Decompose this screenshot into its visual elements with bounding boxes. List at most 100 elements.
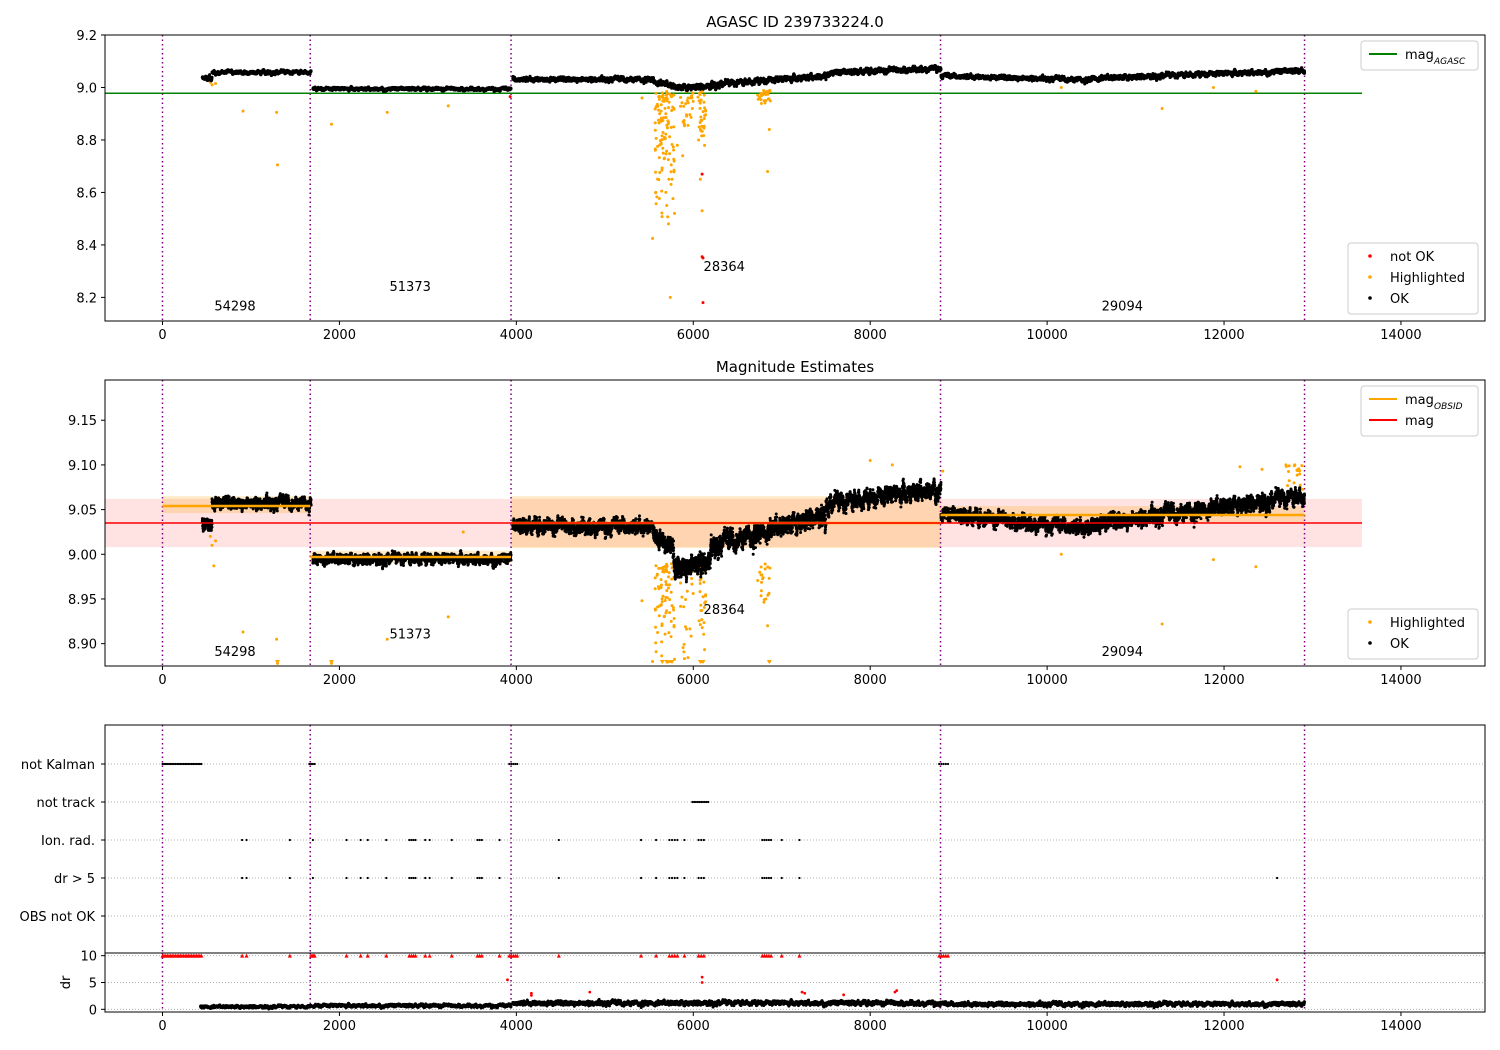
highlighted-point: [766, 92, 770, 96]
highlighted-point: [1160, 106, 1164, 110]
highlighted-point: [663, 106, 667, 110]
highlighted-point: [1211, 85, 1215, 89]
highlighted-point: [660, 211, 664, 215]
highlighted-point: [679, 104, 683, 108]
highlighted-point: [665, 149, 669, 153]
highlighted-point: [664, 190, 668, 194]
highlighted-point: [672, 159, 676, 163]
highlighted-point: [661, 151, 665, 155]
highlighted-point: [669, 125, 673, 129]
highlighted-point: [759, 102, 763, 106]
highlighted-point: [686, 96, 690, 100]
highlighted-point: [653, 121, 657, 125]
highlighted-point: [654, 170, 658, 174]
highlighted-point: [700, 129, 704, 133]
highlighted-point: [653, 128, 657, 132]
highlighted-point: [658, 112, 662, 116]
highlighted-point: [698, 120, 702, 124]
highlighted-point: [640, 96, 644, 100]
highlighted-point: [667, 106, 671, 110]
highlighted-point: [665, 89, 669, 93]
highlighted-point: [764, 99, 768, 103]
highlighted-point: [659, 109, 663, 113]
highlighted-point: [696, 95, 700, 99]
highlighted-point: [656, 144, 660, 148]
highlighted-point: [672, 125, 676, 129]
highlighted-point: [698, 106, 702, 110]
highlighted-point: [768, 99, 772, 103]
highlighted-point: [660, 134, 664, 138]
highlighted-point: [670, 177, 674, 181]
highlighted-point: [704, 109, 708, 113]
highlighted-point: [698, 93, 702, 97]
highlighted-point: [657, 121, 661, 125]
highlighted-point: [689, 115, 693, 119]
highlighted-point: [684, 102, 688, 106]
highlighted-point: [759, 98, 763, 102]
ok-point: [309, 69, 313, 73]
highlighted-point: [758, 95, 762, 99]
highlighted-point: [703, 113, 707, 117]
highlighted-point: [276, 163, 279, 167]
highlighted-point: [697, 138, 701, 142]
highlighted-point: [653, 148, 657, 152]
highlighted-point: [685, 99, 689, 103]
highlighted-point: [671, 145, 675, 149]
highlighted-point: [653, 107, 657, 111]
highlighted-point: [701, 125, 705, 129]
highlighted-point: [659, 138, 663, 142]
highlighted-point: [669, 170, 673, 174]
highlighted-point: [700, 209, 704, 213]
highlighted-point: [681, 154, 685, 158]
highlighted-point: [666, 120, 670, 124]
highlighted-point: [667, 222, 670, 226]
highlighted-point: [385, 110, 389, 114]
highlighted-point: [664, 115, 668, 119]
highlighted-point: [659, 142, 663, 146]
highlighted-point: [680, 101, 684, 105]
highlighted-point: [657, 97, 661, 101]
highlighted-point: [659, 103, 663, 107]
highlighted-point: [763, 101, 767, 105]
highlighted-point: [702, 93, 706, 97]
ok-point: [509, 86, 513, 90]
highlighted-point: [665, 92, 669, 96]
highlighted-point: [657, 196, 661, 200]
highlighted-point: [661, 146, 665, 150]
highlighted-point: [672, 148, 676, 152]
highlighted-point: [688, 113, 692, 117]
highlighted-point: [699, 115, 703, 119]
highlighted-point: [659, 119, 663, 123]
highlighted-point: [682, 124, 686, 128]
highlighted-point: [1254, 89, 1258, 93]
highlighted-point: [675, 143, 679, 147]
highlighted-point: [697, 125, 701, 129]
highlighted-point: [662, 157, 666, 161]
highlighted-point: [660, 168, 664, 172]
highlighted-point: [241, 109, 245, 113]
highlighted-point: [672, 106, 676, 110]
highlighted-point: [661, 93, 665, 97]
highlighted-point: [701, 110, 705, 114]
highlighted-point: [666, 215, 670, 219]
highlighted-point: [214, 82, 218, 86]
highlighted-point: [654, 190, 658, 194]
highlighted-point: [665, 204, 669, 208]
highlighted-point: [690, 106, 694, 110]
highlighted-point: [768, 88, 772, 92]
highlighted-point: [651, 236, 655, 240]
highlighted-point: [667, 177, 671, 181]
chart-title: AGASC ID 239733224.0: [706, 13, 884, 31]
highlighted-point: [655, 104, 659, 108]
highlighted-point: [668, 152, 672, 156]
highlighted-point: [672, 170, 676, 174]
highlighted-point: [657, 95, 661, 99]
highlighted-point: [690, 94, 694, 98]
highlighted-point: [670, 108, 674, 112]
highlighted-point: [669, 182, 673, 186]
highlighted-point: [671, 93, 675, 97]
highlighted-point: [660, 91, 664, 95]
highlighted-point: [663, 136, 667, 140]
highlighted-point: [767, 127, 771, 131]
